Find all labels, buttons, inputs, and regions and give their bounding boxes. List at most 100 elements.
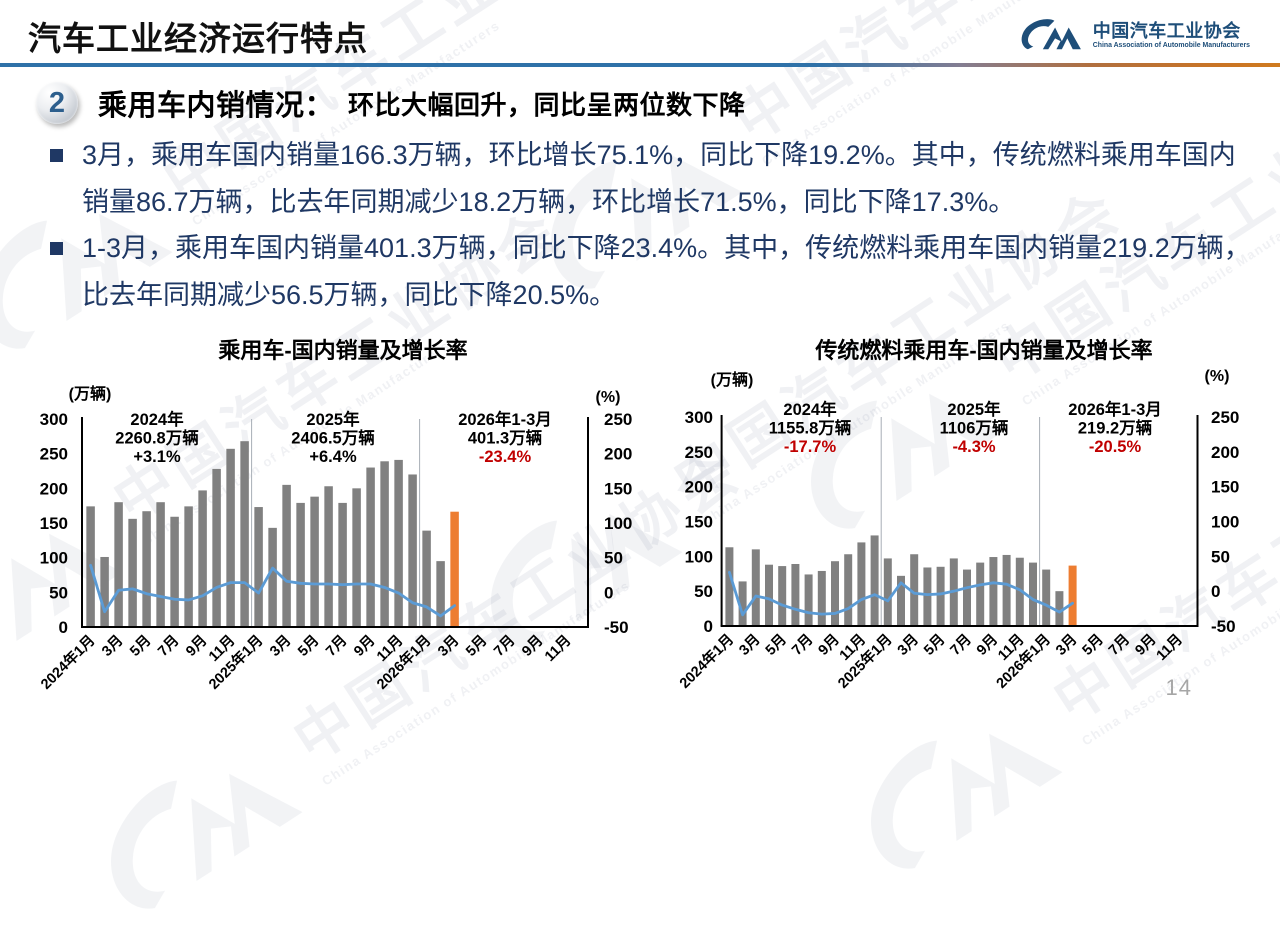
right-axis-tick-label: 50 — [604, 549, 623, 568]
sales-bar — [324, 486, 333, 627]
sales-bar — [844, 554, 853, 626]
chart-traditional-fuel-passenger-car-domestic-sales: 传统燃料乘用车-国内销量及增长率 (万辆) (%) 300 250 200 150 100 50… — [675, 338, 1239, 692]
sales-bar — [128, 518, 137, 627]
chart-annotation-line: 2024年 — [130, 409, 184, 429]
sales-bar — [778, 566, 787, 626]
sales-bar — [765, 564, 773, 626]
chart-annotation-line: 2026年1-3月 — [1068, 399, 1162, 419]
sales-bar — [1042, 569, 1051, 626]
sales-bar — [114, 502, 123, 627]
left-axis-tick-label: 50 — [49, 583, 68, 602]
x-axis-tick-label: 5月 — [126, 632, 154, 660]
x-axis-tick-label: 11月 — [541, 632, 574, 665]
sales-bar — [897, 575, 905, 626]
chart-annotation-line: 219.2万辆 — [1078, 418, 1152, 438]
section-heading: 2 乘用车内销情况： 环比大幅回升，同比呈两位数下降 — [36, 82, 746, 124]
sales-bar — [725, 547, 734, 626]
sales-bar — [791, 563, 800, 626]
sales-bar — [976, 562, 985, 626]
sales-bar — [923, 567, 932, 626]
sales-bar — [366, 467, 375, 627]
sales-bar — [100, 556, 109, 627]
sales-bar — [212, 468, 221, 627]
chart-title: 传统燃料乘用车-国内销量及增长率 — [814, 338, 1152, 363]
sales-bar — [156, 502, 165, 627]
bullet-list: 3月，乘用车国内销量166.3万辆，环比增长75.1%，同比下降19.2%。其中… — [50, 132, 1254, 318]
sales-bar — [380, 461, 389, 627]
x-axis-tick-label: 7月 — [788, 631, 816, 659]
sales-bar — [170, 516, 179, 627]
left-axis-tick-label: 150 — [40, 514, 68, 533]
sales-bar — [352, 488, 361, 627]
right-axis-tick-label: 150 — [604, 479, 632, 498]
sales-bar — [338, 502, 347, 627]
logo-text-cn: 中国汽车工业协会 — [1092, 21, 1241, 42]
x-axis-tick-label: 7月 — [490, 632, 518, 660]
sales-bar — [240, 441, 249, 627]
left-axis-tick-label: 100 — [40, 549, 68, 568]
right-axis-tick-label: 200 — [604, 445, 632, 464]
sales-bar — [857, 542, 866, 626]
left-axis-tick-label: 250 — [685, 443, 713, 462]
sales-bar — [910, 554, 919, 626]
x-axis-tick-label: 7月 — [1105, 631, 1133, 659]
chart-annotation-line: -4.3% — [952, 438, 995, 456]
bullet-item-2: 1-3月，乘用车国内销量401.3万辆，同比下降23.4%。其中，传统燃料乘用车… — [50, 225, 1254, 318]
sales-bar — [1055, 591, 1064, 626]
x-axis-tick-label: 5月 — [462, 632, 490, 660]
section-number-badge: 2 — [36, 82, 78, 124]
right-axis-tick-label: 0 — [1211, 582, 1220, 601]
chart-annotation-line: 2260.8万辆 — [115, 428, 198, 448]
right-axis-tick-label: 200 — [1211, 443, 1239, 462]
chart-annotation-line: 2024年 — [783, 399, 837, 419]
x-axis-tick-label: 9月 — [182, 632, 210, 660]
sales-bar — [1029, 562, 1037, 626]
chart-annotation-line: 2025年 — [947, 399, 1001, 419]
chart-annotation-line: 1106万辆 — [940, 418, 1009, 438]
right-axis-tick-label: -50 — [604, 618, 629, 637]
sales-bar — [254, 507, 263, 627]
header-divider — [0, 63, 1280, 67]
x-axis-tick-label: 3月 — [736, 631, 764, 659]
chart-title: 乘用车-国内销量及增长率 — [217, 338, 467, 363]
x-axis-tick-label: 11月 — [1153, 631, 1186, 664]
sales-bar — [268, 527, 277, 627]
x-axis-tick-label: 9月 — [350, 632, 378, 660]
bullet-text-2: 1-3月，乘用车国内销量401.3万辆，同比下降23.4%。其中，传统燃料乘用车… — [82, 233, 1251, 310]
left-axis-unit: (万辆) — [69, 384, 112, 403]
bullet-square-icon — [50, 149, 63, 162]
sales-bar — [817, 570, 826, 626]
right-axis-tick-label: 250 — [604, 410, 632, 429]
right-axis-unit: (%) — [1205, 368, 1230, 385]
page-title: 汽车工业经济运行特点 — [28, 20, 368, 57]
x-axis-tick-label: 5月 — [1079, 631, 1107, 659]
sales-bar — [282, 484, 291, 627]
chart-annotation-line: 1155.8万辆 — [769, 418, 852, 438]
left-axis-tick-label: 250 — [40, 445, 68, 464]
sales-bar — [422, 530, 431, 627]
sales-bar — [831, 561, 839, 626]
chart-passenger-car-domestic-sales: 乘用车-国内销量及增长率 (万辆) (%) 300 250 200 150 100 50 0 250… — [37, 338, 633, 693]
chart-annotation-line: 2406.5万辆 — [291, 428, 374, 448]
chart-annotation-line: -20.5% — [1089, 438, 1142, 456]
sales-bar — [870, 535, 879, 626]
right-axis-tick-label: 100 — [1211, 513, 1239, 532]
x-axis-tick-label: 5月 — [294, 632, 322, 660]
sales-bar — [450, 511, 459, 627]
right-axis-tick-label: 0 — [604, 583, 613, 602]
sales-bar — [738, 581, 747, 626]
sales-bar — [310, 496, 319, 627]
x-axis-tick-label: 7月 — [322, 632, 350, 660]
page-number: 14 — [1165, 675, 1192, 700]
left-axis-tick-label: 0 — [704, 617, 713, 636]
x-axis-tick-label: 3月 — [98, 632, 126, 660]
right-axis-tick-label: 250 — [1211, 408, 1239, 427]
x-axis-tick-label: 3月 — [894, 631, 922, 659]
sales-bar — [989, 557, 998, 626]
chart-annotation-line: 2026年1-3月 — [458, 409, 552, 429]
chart-annotation-line: -23.4% — [479, 448, 532, 466]
x-axis-tick-label: 9月 — [518, 632, 546, 660]
sales-bar — [963, 569, 971, 626]
section-subtitle: 环比大幅回升，同比呈两位数下降 — [348, 89, 746, 120]
right-axis-tick-label: 150 — [1211, 478, 1239, 497]
